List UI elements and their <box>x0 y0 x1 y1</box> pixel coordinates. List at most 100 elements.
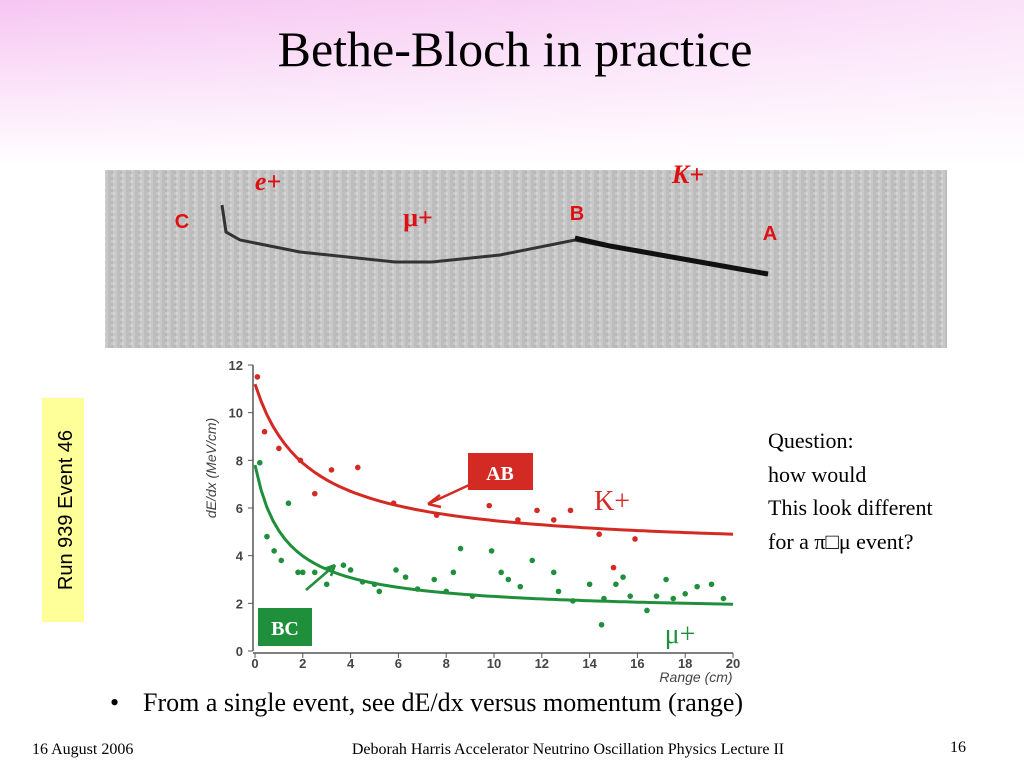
image-label: B <box>570 203 584 225</box>
fit-curve <box>253 464 734 606</box>
plot: 0 2 4 6 8 10 12 0 2 4 6 8 10 12 14 16 18 20 dE/dx (MeV/cm)… <box>203 358 740 685</box>
x-tick-label: 12 <box>535 656 549 671</box>
bullet-text: From a single event, see dE/dx versus mo… <box>143 688 743 717</box>
data-point <box>550 517 557 523</box>
fit-curve <box>253 383 734 536</box>
image-label: C <box>175 211 189 233</box>
callout-arrow <box>427 478 481 509</box>
side-label-box <box>42 398 84 622</box>
y-tick-label: 6 <box>236 501 243 516</box>
data-point <box>517 583 524 590</box>
data-point <box>598 621 605 628</box>
data-point <box>376 588 383 595</box>
data-point <box>610 564 617 571</box>
data-point <box>488 548 495 554</box>
data-point <box>570 598 576 604</box>
detector-background <box>105 170 947 348</box>
data-point <box>285 500 292 507</box>
question-line: Question: <box>768 428 854 453</box>
data-point <box>300 569 306 576</box>
footer-page: 16 <box>950 739 966 756</box>
data-point <box>271 548 277 554</box>
data-point <box>694 583 700 590</box>
data-point <box>371 581 378 588</box>
data-point <box>663 576 669 583</box>
y-axis-label: dE/dx (MeV/cm) <box>203 418 219 518</box>
data-point <box>529 557 536 564</box>
question-line: for a π□μ event? <box>768 529 914 554</box>
callout-box <box>258 608 312 646</box>
data-point <box>613 581 619 588</box>
data-point <box>443 588 450 595</box>
data-point <box>278 557 285 564</box>
data-point <box>359 579 366 585</box>
data-point <box>323 581 330 588</box>
data-point <box>670 595 677 602</box>
data-point <box>354 464 361 471</box>
x-tick-label: 10 <box>487 656 501 671</box>
data-point <box>682 591 688 597</box>
callout-label: AB <box>486 463 514 485</box>
image-label: e+ <box>255 167 281 196</box>
x-tick-label: 0 <box>251 656 258 671</box>
data-point <box>450 569 457 576</box>
question-line: This look different <box>768 495 933 520</box>
data-point <box>431 576 438 583</box>
image-label: K+ <box>671 160 704 189</box>
x-tick-label: 2 <box>299 656 306 671</box>
data-point <box>596 531 602 538</box>
image-label: A <box>763 223 777 245</box>
data-point <box>254 374 261 380</box>
data-point <box>620 574 626 580</box>
data-point <box>498 569 504 576</box>
data-point <box>347 567 354 573</box>
data-point <box>515 517 521 523</box>
data-point <box>328 467 335 473</box>
data-point <box>414 586 421 592</box>
x-tick-label: 18 <box>678 656 692 671</box>
y-tick-label: 8 <box>236 453 243 468</box>
x-tick-label: 16 <box>630 656 644 671</box>
data-point <box>627 593 634 599</box>
image-label: μ+ <box>403 203 433 232</box>
x-tick-label: 6 <box>395 656 402 671</box>
y-tick-label: 4 <box>236 549 244 564</box>
y-tick-label: 2 <box>236 596 243 611</box>
data-point <box>708 581 715 588</box>
side-label: Run 939 Event 46 <box>55 430 77 590</box>
data-point <box>340 562 347 568</box>
data-point <box>311 490 318 497</box>
series-name: K+ <box>594 486 630 517</box>
y-tick-label: 12 <box>229 358 243 373</box>
track-heavy <box>574 235 769 277</box>
data-point <box>632 536 638 542</box>
y-tick-label: 0 <box>236 644 243 659</box>
data-point <box>720 595 727 602</box>
data-point <box>644 607 650 614</box>
footer-credit: Deborah Harris Accelerator Neutrino Osci… <box>352 741 784 758</box>
header-sheen <box>0 0 1024 165</box>
data-point <box>433 512 440 518</box>
data-point <box>261 428 268 435</box>
question-line: how would <box>768 462 866 487</box>
data-point <box>653 593 660 599</box>
bullet-dot: • <box>110 688 119 717</box>
data-point <box>311 569 318 576</box>
data-point <box>550 569 557 576</box>
event-image: e+ μ+ K+ C B A <box>105 160 947 348</box>
x-tick-label: 4 <box>347 656 355 671</box>
y-tick-label: 10 <box>229 406 243 421</box>
data-point <box>457 545 464 552</box>
data-point <box>505 576 512 583</box>
callout-arrow <box>305 563 337 591</box>
data-point <box>586 581 593 588</box>
data-point <box>295 569 301 576</box>
data-point <box>256 459 263 466</box>
data-point <box>393 567 399 573</box>
data-point <box>276 445 282 452</box>
x-axis-label: Range (cm) <box>659 669 732 685</box>
x-tick-label: 20 <box>726 656 740 671</box>
data-point <box>555 588 562 595</box>
